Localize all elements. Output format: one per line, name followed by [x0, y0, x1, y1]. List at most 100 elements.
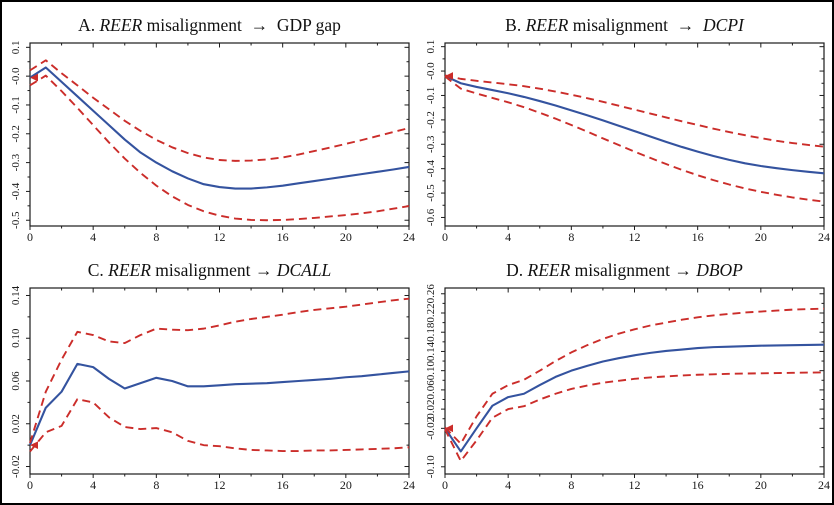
y-axis-tick-label: -0.4 — [425, 159, 437, 177]
impulse-start-arrow-icon — [30, 440, 38, 449]
x-axis-tick-label: 12 — [629, 230, 641, 244]
panel-d-title: D. REER misalignment → DBOP — [506, 258, 743, 282]
x-axis-tick-label: 16 — [277, 230, 289, 244]
x-axis-tick-label: 4 — [90, 478, 96, 492]
title-text: → — [246, 15, 273, 35]
panel-b-chart: 0 4 8 12 16 20 24 0.1 -0.0 -0.1 -0.2 -0.3 -0.4 -0.5 -0… — [425, 40, 830, 244]
x-axis-tick-label: 16 — [277, 478, 289, 492]
x-axis-tick-label: 24 — [818, 230, 830, 244]
panel-c-chart: 0 4 8 12 16 20 24 0.14 0.10 0.06 0.02 -0.02 — [10, 285, 415, 492]
x-axis-tick-label: 24 — [818, 478, 830, 492]
x-axis-tick-label: 8 — [153, 478, 159, 492]
y-axis-tick-label: 0.02 — [425, 399, 437, 418]
y-axis-tick-label: -0.02 — [10, 455, 22, 478]
ci-lower-line — [29, 74, 410, 222]
y-axis-tick-label: 0.14 — [425, 341, 437, 361]
y-axis-tick-label: 0.10 — [10, 328, 22, 348]
panel-a: A. REER misalignment → GDP gap 0 4 8 12 16 20… — [2, 2, 417, 253]
x-axis-tick-label: 0 — [27, 230, 33, 244]
y-axis-tick-label: -0.3 — [425, 135, 437, 153]
title-variable: DCPI — [698, 15, 744, 35]
y-axis-tick-label: 0.26 — [425, 284, 437, 303]
x-axis-tick-label: 8 — [153, 230, 159, 244]
x-axis-tick-label: 16 — [692, 478, 704, 492]
x-axis-tick-label: 20 — [340, 230, 352, 244]
y-axis-tick-label: 0.1 — [10, 40, 22, 54]
y-axis-tick-label: -0.02 — [425, 416, 437, 439]
plot-frame — [444, 286, 825, 475]
panel-c: C. REER misalignment → DCALL 0 4 8 12 16 20 24… — [2, 253, 417, 504]
y-axis-tick-label: -0.10 — [425, 454, 437, 477]
title-text: misalignment — [142, 15, 247, 35]
ci-upper-line — [444, 307, 825, 445]
panel-c-title: C. REER misalignment → DCALL — [88, 258, 332, 282]
title-text: misalignment — [570, 259, 675, 280]
plot-frame — [29, 42, 410, 227]
y-axis-tick-label: -0.0 — [10, 67, 22, 85]
panel-b: B. REER misalignment → DCPI 0 4 8 12 16 20 24 0… — [417, 2, 832, 253]
y-axis-tick-label: -0.1 — [10, 96, 22, 113]
title-text: → — [254, 259, 277, 280]
panel-a-title: A. REER misalignment → GDP gap — [78, 13, 341, 37]
x-axis-tick-label: 0 — [27, 478, 33, 492]
irf-line — [444, 343, 825, 452]
x-axis-tick-label: 12 — [214, 478, 226, 492]
panel-d: D. REER misalignment → DBOP 0 4 8 12 16 20 24 0… — [417, 253, 832, 504]
title-variable: DCALL — [276, 259, 332, 280]
y-axis-tick-label: -0.4 — [10, 182, 22, 200]
x-axis-tick-label: 16 — [692, 230, 704, 244]
y-axis-tick-label: 0.10 — [425, 360, 437, 380]
title-text: misalignment — [568, 15, 673, 35]
plot-frame — [444, 42, 825, 227]
x-axis-tick-label: 24 — [403, 230, 415, 244]
title-variable: REER — [108, 259, 151, 280]
title-text: B. — [505, 15, 526, 35]
panel-a-chart: 0 4 8 12 16 20 24 0.1 -0.0 -0.1 -0.2 -0.3 -0.4 -0.5 — [10, 40, 415, 244]
x-axis-tick-label: 12 — [214, 230, 226, 244]
y-axis-tick-label: 0.14 — [10, 285, 22, 305]
x-axis-tick-label: 0 — [442, 478, 448, 492]
title-text: → — [674, 259, 697, 280]
ci-upper-line — [29, 297, 410, 443]
irf-line — [444, 74, 825, 175]
y-axis-tick-label: 0.02 — [10, 414, 22, 433]
ci-lower-line — [444, 370, 825, 462]
y-axis-tick-label: -0.3 — [10, 153, 22, 171]
x-axis-tick-label: 4 — [90, 230, 96, 244]
x-axis-tick-label: 0 — [442, 230, 448, 244]
y-axis-tick-label: 0.22 — [425, 303, 437, 322]
ci-upper-line — [29, 59, 410, 162]
title-text: misalignment — [150, 259, 255, 280]
x-axis-tick-label: 24 — [403, 478, 415, 492]
y-axis-tick-label: -0.5 — [425, 184, 437, 202]
irf-line — [29, 66, 410, 190]
title-text: C. — [87, 259, 109, 280]
y-axis-tick-label: -0.1 — [425, 87, 437, 104]
y-axis-tick-label: -0.5 — [10, 211, 22, 229]
y-axis-tick-label: 0.06 — [425, 379, 437, 399]
y-axis-tick-label: 0.1 — [425, 40, 437, 54]
ci-lower-line — [444, 75, 825, 203]
y-axis-tick-label: 0.18 — [425, 322, 437, 342]
y-axis-tick-label: -0.6 — [425, 208, 437, 226]
ci-lower-line — [29, 397, 410, 452]
title-variable: DBOP — [696, 259, 743, 280]
impulse-start-arrow-icon — [30, 73, 38, 82]
impulse-start-arrow-icon — [445, 72, 453, 80]
x-axis-tick-label: 12 — [629, 478, 641, 492]
title-variable: REER — [525, 15, 569, 35]
panel-d-chart: 0 4 8 12 16 20 240.260.220.180.140.100.060.02-… — [425, 284, 830, 492]
title-variable: REER — [99, 15, 143, 35]
x-axis-tick-label: 20 — [755, 478, 767, 492]
title-variable: REER — [527, 259, 571, 280]
y-axis-tick-label: -0.2 — [10, 125, 22, 142]
y-axis-tick-label: -0.0 — [425, 62, 437, 80]
title-text: GDP gap — [272, 15, 341, 35]
y-axis-tick-label: 0.06 — [10, 370, 22, 390]
irf-line — [29, 362, 410, 446]
panel-b-title: B. REER misalignment → DCPI — [505, 13, 744, 37]
x-axis-tick-label: 4 — [505, 478, 511, 492]
x-axis-tick-label: 20 — [755, 230, 767, 244]
title-text: A. — [78, 15, 100, 35]
